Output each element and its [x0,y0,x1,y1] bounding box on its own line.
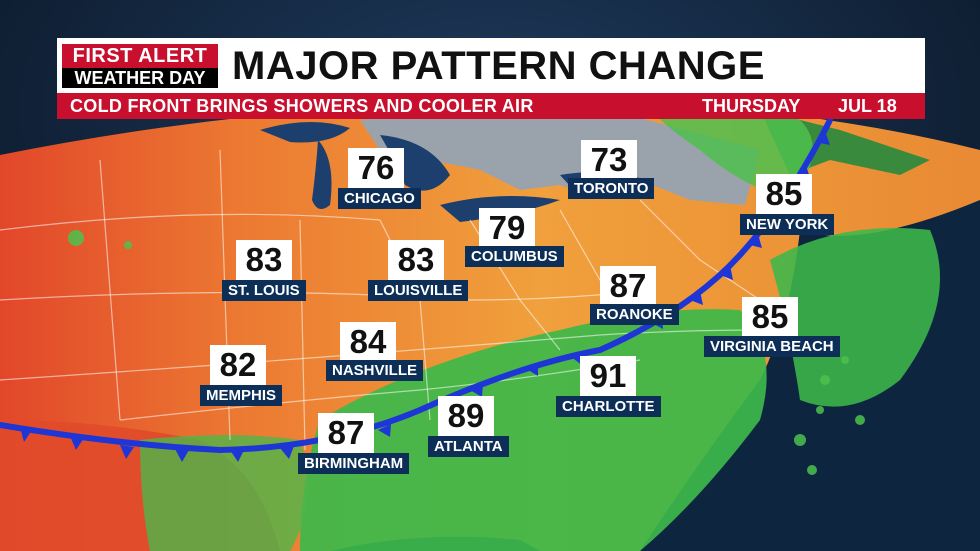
city-tag-nashville: 84 NASHVILLE [326,322,456,386]
temp-value: 91 [580,356,636,396]
city-tag-charlotte: 91 CHARLOTTE [556,356,686,420]
cold-front-line [0,117,833,454]
temp-value: 89 [438,396,494,436]
city-name: ROANOKE [590,304,679,325]
lake-michigan [312,140,332,209]
city-tag-columbus: 79 COLUMBUS [465,208,595,272]
city-tag-louisville: 83 LOUISVILLE [368,240,498,304]
city-name: VIRGINIA BEACH [704,336,840,357]
temp-value: 79 [479,208,535,248]
subtitle-bar [57,93,925,119]
city-tag-birmingham: 87 BIRMINGHAM [298,413,428,477]
city-name: LOUISVILLE [368,280,469,301]
temp-value: 82 [210,345,266,385]
city-name: CHICAGO [338,188,421,209]
temp-value: 83 [388,240,444,280]
city-tag-roanoke: 87 ROANOKE [590,266,720,330]
city-tag-memphis: 82 MEMPHIS [200,345,330,409]
city-name: TORONTO [568,178,655,199]
city-tag-virginia-beach: 85 VIRGINIA BEACH [704,297,854,361]
first-alert-logo: FIRST ALERT WEATHER DAY [60,42,220,90]
city-name: BIRMINGHAM [298,453,410,474]
temp-value: 76 [348,148,404,188]
temp-value: 73 [581,140,637,180]
logo-first-alert-text: FIRST ALERT [72,45,208,67]
city-name: ATLANTA [428,436,509,457]
city-name: MEMPHIS [200,385,283,406]
city-tag-atlanta: 89 ATLANTA [428,396,558,460]
canada-region [360,112,760,205]
city-tag-chicago: 76 CHICAGO [338,148,468,212]
city-tag-st-louis: 83 ST. LOUIS [222,240,352,304]
city-tag-toronto: 73 TORONTO [568,140,698,204]
forecast-day: THURSDAY [702,96,801,116]
temp-value: 87 [600,266,656,306]
graphic-title: MAJOR PATTERN CHANGE [232,44,765,88]
logo-weather-day-text: WEATHER DAY [62,68,218,88]
temp-value: 84 [340,322,396,362]
graphic-subtitle: COLD FRONT BRINGS SHOWERS AND COOLER AIR [70,96,534,116]
city-name: NEW YORK [740,214,835,235]
city-name: CHARLOTTE [556,396,661,417]
temp-value: 87 [318,413,374,453]
rain-area-gulf [140,435,308,551]
city-tag-new-york: 85 NEW YORK [740,174,870,238]
temp-value: 85 [742,297,798,337]
city-name: ST. LOUIS [222,280,306,301]
rain-speckles [68,230,865,475]
forecast-date: JUL 18 [838,96,897,116]
temp-value: 83 [236,240,292,280]
city-name: NASHVILLE [326,360,424,381]
city-name: COLUMBUS [465,246,564,267]
rain-area-ocean [770,228,940,407]
temp-value: 85 [756,174,812,214]
lake-superior [260,121,350,143]
rain-area-southeast [300,309,767,551]
